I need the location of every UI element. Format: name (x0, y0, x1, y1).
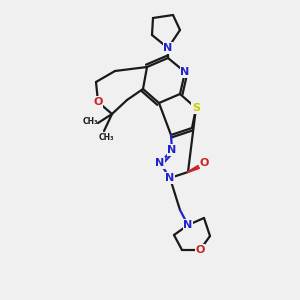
Text: N: N (183, 220, 193, 230)
Text: N: N (155, 158, 165, 168)
Text: O: O (195, 245, 205, 255)
Text: N: N (167, 145, 177, 155)
Text: N: N (164, 43, 172, 53)
Text: CH₃: CH₃ (82, 118, 98, 127)
Text: O: O (93, 97, 103, 107)
Text: S: S (192, 103, 200, 113)
Text: CH₃: CH₃ (98, 134, 114, 142)
Text: O: O (199, 158, 209, 168)
Text: N: N (165, 173, 175, 183)
Text: N: N (180, 67, 190, 77)
